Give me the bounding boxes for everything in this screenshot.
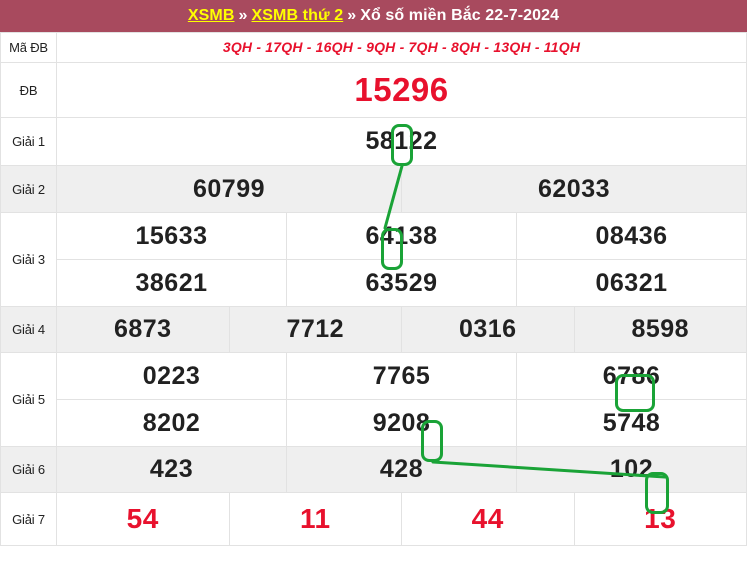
prize-number-g2-1: 60799 — [192, 174, 266, 203]
table-row-giai-2: Giải 2 60799 62033 — [0, 165, 747, 213]
prize-number-g4-3: 0316 — [458, 315, 517, 343]
cell-giai-3-1: 15633 — [56, 212, 287, 260]
row-label-ma-db: Mã ĐB — [0, 32, 57, 63]
breadcrumb-separator-2: » — [347, 7, 357, 24]
cell-giai-3-6: 06321 — [516, 259, 747, 307]
table-row-giai-7: Giải 7 54 11 44 13 — [0, 492, 747, 546]
breadcrumb-separator-1: » — [238, 7, 248, 24]
table-row-giai-6: Giải 6 423 428 102 — [0, 446, 747, 493]
prize-number-g7-4: 13 — [644, 503, 677, 534]
cell-giai-5-6: 5748 — [516, 399, 747, 447]
cell-giai-4-3: 0316 — [401, 306, 575, 353]
cell-giai-5-5: 9208 — [286, 399, 517, 447]
prize-number-db: 15296 — [354, 71, 449, 108]
row-label-giai-1: Giải 1 — [0, 117, 57, 166]
prize-number-g7-2: 11 — [299, 503, 331, 534]
prize-number-g4-2: 7712 — [286, 315, 345, 343]
table-row-giai-3b: 38621 63529 06321 — [1, 259, 747, 307]
row-label-giai-5: Giải 5 — [0, 352, 57, 447]
cell-giai-4-1: 6873 — [56, 306, 230, 353]
cell-giai-7-2: 11 — [228, 492, 402, 546]
prize-number-g2-2: 62033 — [537, 174, 611, 203]
prize-number-g6-1: 423 — [149, 455, 194, 483]
prize-number-g3-2: 64138 — [365, 221, 438, 250]
breadcrumb-link-xsmb-thu-2[interactable]: XSMB thứ 2 — [251, 7, 344, 24]
cell-giai-6-3: 102 — [516, 446, 747, 493]
cell-giai-4-2: 7712 — [228, 306, 402, 353]
cell-giai-5-3: 6786 — [516, 352, 747, 400]
cell-giai-5-2: 7765 — [286, 352, 517, 400]
prize-number-g1-1: 58122 — [365, 127, 438, 155]
prize-number-g7-1: 54 — [126, 503, 159, 534]
ma-db-code-list: 3QH - 17QH - 16QH - 9QH - 7QH - 8QH - 13… — [222, 38, 581, 55]
cell-giai-3-4: 38621 — [56, 259, 287, 307]
row-label-giai-3: Giải 3 — [0, 212, 57, 307]
prize-number-g3-6: 06321 — [595, 268, 668, 297]
table-row-db: ĐB 15296 — [0, 62, 747, 118]
lottery-results-table: Mã ĐB 3QH - 17QH - 16QH - 9QH - 7QH - 8Q… — [0, 32, 747, 546]
prize-number-g6-2: 428 — [379, 455, 424, 483]
cell-ma-db-codes: 3QH - 17QH - 16QH - 9QH - 7QH - 8QH - 13… — [56, 32, 747, 63]
prize-number-g3-5: 63529 — [365, 268, 438, 297]
cell-giai-7-3: 44 — [401, 492, 575, 546]
cell-giai-7-4: 13 — [573, 492, 747, 546]
prize-number-g5-3: 6786 — [602, 361, 661, 390]
prize-number-g3-3: 08436 — [595, 221, 668, 250]
cell-giai-4-4: 8598 — [573, 306, 747, 353]
prize-number-g7-3: 44 — [471, 503, 504, 534]
table-row-giai-5a: Giải 5 0223 7765 6786 — [0, 352, 747, 447]
table-row-giai-3a: Giải 3 15633 64138 08436 — [0, 212, 747, 307]
prize-number-g4-1: 6873 — [113, 315, 172, 343]
cell-giai-7-1: 54 — [56, 492, 230, 546]
prize-number-g5-5: 9208 — [372, 408, 431, 437]
cell-giai-1-number: 58122 — [56, 117, 747, 166]
row-label-giai-4: Giải 4 — [0, 306, 57, 353]
prize-number-g6-3: 102 — [609, 455, 654, 483]
cell-giai-5-1: 0223 — [56, 352, 287, 400]
prize-number-g5-1: 0223 — [142, 361, 201, 390]
table-row-ma-db: Mã ĐB 3QH - 17QH - 16QH - 9QH - 7QH - 8Q… — [0, 32, 747, 63]
row-label-giai-7: Giải 7 — [0, 492, 57, 546]
page-title: Xổ số miền Bắc 22-7-2024 — [360, 7, 560, 24]
row-label-giai-6: Giải 6 — [0, 446, 57, 493]
table-row-giai-1: Giải 1 58122 — [0, 117, 747, 166]
row-label-giai-2: Giải 2 — [0, 165, 57, 213]
page-header-band: XSMB » XSMB thứ 2 » Xổ số miền Bắc 22-7-… — [0, 0, 747, 32]
row-label-db: ĐB — [0, 62, 57, 118]
cell-giai-3-2: 64138 — [286, 212, 517, 260]
cell-giai-6-1: 423 — [56, 446, 287, 493]
prize-number-g5-4: 8202 — [142, 408, 201, 437]
cell-giai-2-1: 60799 — [56, 165, 402, 213]
prize-number-g3-4: 38621 — [135, 268, 208, 297]
cell-db-number: 15296 — [56, 62, 747, 118]
breadcrumb-link-xsmb[interactable]: XSMB — [187, 7, 235, 24]
cell-giai-6-2: 428 — [286, 446, 517, 493]
prize-number-g3-1: 15633 — [135, 221, 208, 250]
cell-giai-3-5: 63529 — [286, 259, 517, 307]
prize-number-g4-4: 8598 — [631, 315, 690, 343]
cell-giai-5-4: 8202 — [56, 399, 287, 447]
cell-giai-3-3: 08436 — [516, 212, 747, 260]
prize-number-g5-6: 5748 — [602, 408, 661, 437]
cell-giai-2-2: 62033 — [401, 165, 747, 213]
table-row-giai-4: Giải 4 6873 7712 0316 8598 — [0, 306, 747, 353]
table-row-giai-5b: 8202 9208 5748 — [1, 399, 747, 447]
prize-number-g5-2: 7765 — [372, 361, 431, 390]
